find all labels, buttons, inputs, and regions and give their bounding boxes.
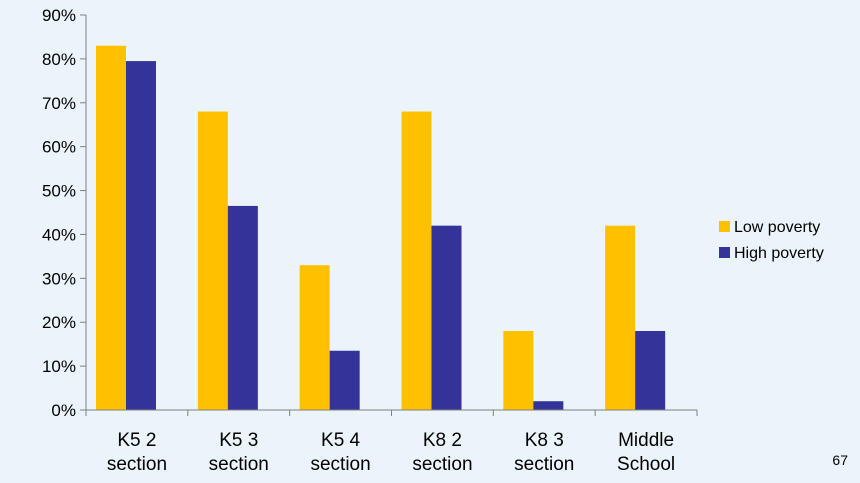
bar-high-poverty: [431, 225, 462, 410]
y-tick-label: 60%: [42, 138, 76, 157]
x-category-label: K5 4 section: [310, 430, 370, 475]
y-tick-label: 70%: [42, 94, 76, 113]
legend-label: Low poverty: [734, 219, 820, 236]
bar-low-poverty: [299, 265, 330, 410]
y-tick-label: 80%: [42, 50, 76, 69]
x-category-label: K8 3 section: [514, 430, 574, 475]
bar-low-poverty: [197, 111, 228, 411]
bar-high-poverty: [635, 331, 666, 410]
y-tick-label: 90%: [42, 6, 76, 25]
x-category-label: K5 3 section: [209, 430, 269, 475]
bars: [96, 45, 666, 411]
bar-low-poverty: [96, 45, 126, 410]
y-tick-label: 30%: [42, 269, 76, 288]
x-category-label: K5 2 section: [107, 430, 167, 475]
x-category-label: K8 2 section: [412, 430, 472, 475]
legend-label: High poverty: [734, 245, 824, 262]
page-number: 67: [832, 452, 848, 468]
x-axis-labels: K5 2 section K5 3 section K5 4 section K8 2 sec…: [107, 430, 675, 475]
axes: [85, 15, 698, 416]
bar-low-poverty: [503, 331, 534, 410]
bar-high-poverty: [227, 205, 258, 410]
x-category-label: Middle School: [617, 430, 675, 475]
bar-high-poverty: [329, 350, 360, 410]
bar-high-poverty: [533, 401, 564, 410]
bar-low-poverty: [605, 225, 636, 410]
y-tick-label: 0%: [51, 401, 76, 420]
y-tick-label: 40%: [42, 225, 76, 244]
y-tick-label: 20%: [42, 313, 76, 332]
legend-swatch-high-poverty: [719, 247, 730, 258]
legend: Low poverty High poverty: [719, 219, 824, 262]
y-tick-label: 50%: [42, 182, 76, 201]
bar-low-poverty: [401, 111, 432, 411]
y-tick-label: 10%: [42, 357, 76, 376]
legend-swatch-low-poverty: [719, 221, 730, 232]
y-axis-ticks: 0% 10% 20% 30% 40% 50% 60% 70% 80% 90%: [42, 6, 86, 420]
bar-high-poverty: [126, 61, 156, 410]
